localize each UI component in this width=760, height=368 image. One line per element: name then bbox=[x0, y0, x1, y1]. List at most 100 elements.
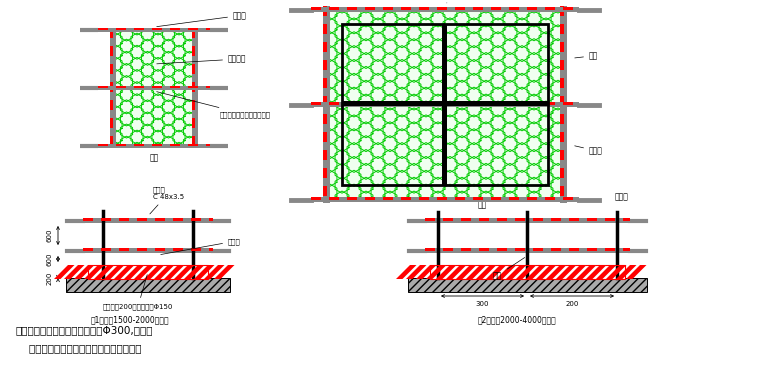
Bar bbox=[430, 265, 625, 279]
Polygon shape bbox=[104, 265, 125, 279]
Bar bbox=[479, 218, 489, 221]
Polygon shape bbox=[466, 265, 486, 279]
Bar bbox=[152, 28, 162, 30]
Bar bbox=[425, 218, 435, 221]
Bar bbox=[88, 265, 208, 279]
Polygon shape bbox=[416, 265, 436, 279]
Bar bbox=[563, 7, 573, 10]
Polygon shape bbox=[406, 265, 426, 279]
Bar bbox=[533, 218, 543, 221]
Polygon shape bbox=[396, 265, 416, 279]
Text: 上杆: 上杆 bbox=[478, 200, 487, 209]
Bar bbox=[311, 7, 579, 12]
Text: 栏板: 栏板 bbox=[575, 51, 598, 60]
Bar bbox=[560, 186, 564, 196]
Bar bbox=[419, 197, 429, 200]
Bar bbox=[137, 218, 147, 221]
Bar bbox=[329, 7, 339, 10]
Bar bbox=[110, 100, 113, 110]
Bar bbox=[560, 24, 564, 34]
Polygon shape bbox=[114, 265, 135, 279]
Bar bbox=[170, 144, 180, 146]
Bar bbox=[497, 218, 507, 221]
Polygon shape bbox=[606, 265, 626, 279]
Bar bbox=[98, 28, 210, 32]
Polygon shape bbox=[94, 265, 115, 279]
Bar bbox=[323, 24, 327, 34]
Bar bbox=[455, 7, 465, 10]
Bar bbox=[383, 102, 393, 105]
Bar bbox=[560, 6, 567, 203]
Bar bbox=[116, 86, 126, 88]
Bar bbox=[383, 197, 393, 200]
Bar bbox=[323, 6, 330, 203]
Bar bbox=[587, 248, 597, 251]
Bar bbox=[563, 197, 573, 200]
Bar bbox=[560, 96, 564, 106]
Bar bbox=[98, 86, 210, 90]
Bar bbox=[98, 28, 108, 30]
Bar bbox=[119, 248, 129, 251]
Bar bbox=[560, 132, 564, 142]
Bar bbox=[623, 248, 630, 251]
Bar bbox=[192, 46, 195, 56]
Polygon shape bbox=[84, 265, 104, 279]
Bar bbox=[437, 7, 447, 10]
Polygon shape bbox=[616, 265, 637, 279]
Polygon shape bbox=[174, 265, 195, 279]
Bar bbox=[98, 86, 108, 88]
Text: 注：所有栏杆刷红白漆相间均为Φ300,栏杆的
    立面除用踢脚板外也可以用密目网围挡。: 注：所有栏杆刷红白漆相间均为Φ300,栏杆的 立面除用踢脚板外也可以用密目网围挡… bbox=[16, 325, 154, 353]
Bar bbox=[551, 218, 561, 221]
Bar bbox=[192, 100, 195, 110]
Bar bbox=[206, 86, 210, 88]
Polygon shape bbox=[526, 265, 546, 279]
Bar bbox=[192, 118, 195, 128]
Bar bbox=[329, 102, 339, 105]
Bar bbox=[383, 7, 393, 10]
Bar bbox=[401, 102, 411, 105]
Bar bbox=[134, 86, 144, 88]
Bar bbox=[83, 248, 93, 251]
Bar bbox=[83, 248, 213, 253]
Bar bbox=[323, 96, 327, 106]
Bar bbox=[560, 60, 564, 70]
Bar bbox=[323, 78, 327, 88]
Text: 下杆: 下杆 bbox=[493, 258, 524, 280]
Bar bbox=[443, 218, 453, 221]
Polygon shape bbox=[626, 265, 647, 279]
Bar bbox=[323, 132, 327, 142]
Bar bbox=[119, 218, 129, 221]
Bar bbox=[330, 12, 560, 197]
Bar bbox=[173, 218, 183, 221]
Bar bbox=[110, 82, 113, 92]
Bar bbox=[329, 197, 339, 200]
Polygon shape bbox=[556, 265, 577, 279]
Bar bbox=[443, 248, 453, 251]
Bar bbox=[425, 248, 630, 253]
Bar bbox=[419, 7, 429, 10]
Bar bbox=[365, 7, 375, 10]
Bar bbox=[533, 248, 543, 251]
Bar bbox=[545, 197, 555, 200]
Bar bbox=[605, 218, 615, 221]
Polygon shape bbox=[436, 265, 457, 279]
Bar bbox=[83, 218, 213, 223]
Bar bbox=[347, 102, 357, 105]
Bar bbox=[137, 248, 147, 251]
Bar bbox=[569, 218, 579, 221]
Text: 下设起起杆: 下设起起杆 bbox=[443, 0, 467, 3]
Polygon shape bbox=[64, 265, 84, 279]
Bar bbox=[88, 265, 208, 279]
Text: 底部根宽200，红白横间Φ150: 底部根宽200，红白横间Φ150 bbox=[103, 275, 173, 309]
Bar bbox=[515, 218, 525, 221]
Bar bbox=[323, 42, 327, 52]
Bar bbox=[192, 64, 195, 74]
Bar bbox=[98, 144, 210, 148]
Bar bbox=[430, 265, 625, 279]
Bar bbox=[188, 28, 198, 30]
Polygon shape bbox=[586, 265, 606, 279]
Polygon shape bbox=[54, 265, 74, 279]
Bar bbox=[209, 248, 213, 251]
Polygon shape bbox=[184, 265, 204, 279]
Bar bbox=[347, 7, 357, 10]
